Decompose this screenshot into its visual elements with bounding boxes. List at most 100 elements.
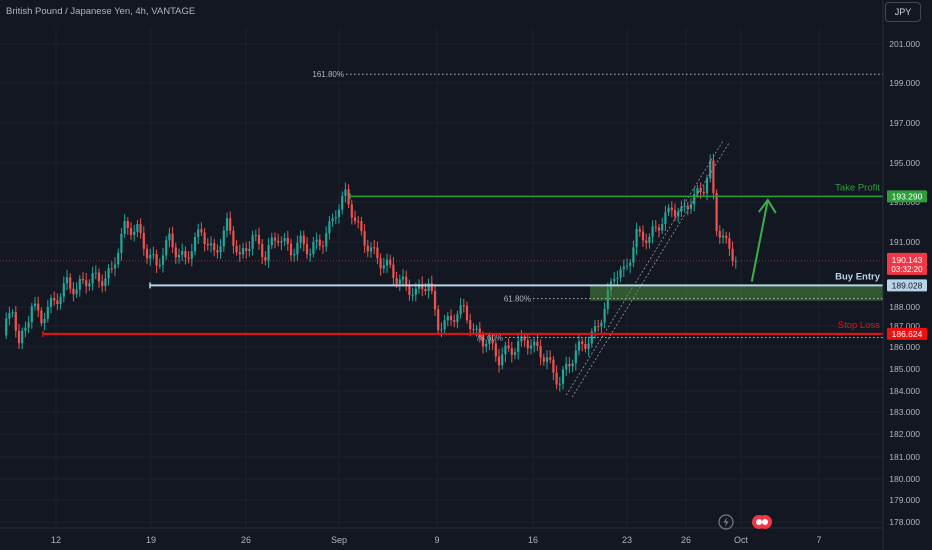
fib-level-label: 78.60%: [476, 334, 503, 343]
candle-body: [689, 204, 693, 209]
candle-body: [184, 251, 187, 258]
candle-body: [462, 305, 465, 307]
candle-body: [101, 281, 104, 286]
candle-body: [433, 291, 437, 310]
y-tick-label: 201.000: [889, 39, 920, 49]
candle-body: [526, 340, 529, 349]
candle-body: [401, 276, 405, 280]
candle-body: [283, 237, 286, 242]
replay-icon[interactable]: [751, 514, 773, 530]
candle-body: [501, 354, 504, 366]
stop-loss-price-tag: 186.624: [892, 329, 923, 339]
candle-body: [709, 160, 712, 179]
candle-body: [344, 189, 347, 196]
candle-body: [715, 193, 718, 232]
x-tick-label: Oct: [734, 535, 749, 545]
candle-body: [193, 236, 197, 252]
stop-loss-price-tag-bg: [887, 327, 927, 340]
take-profit-price-tag-bg: [887, 190, 927, 203]
candle-body: [72, 288, 75, 295]
x-tick-label: 23: [622, 535, 632, 545]
candle-body: [568, 363, 571, 367]
candle-body: [635, 229, 638, 248]
y-tick-label: 187.000: [889, 321, 920, 331]
candle-body: [469, 320, 472, 330]
candle-body: [632, 247, 635, 263]
candle-body: [504, 345, 507, 355]
candle-body: [59, 296, 62, 305]
candle-body: [600, 322, 603, 327]
buy-entry-price-tag-bg: [887, 279, 927, 292]
currency-button[interactable]: JPY: [885, 2, 921, 22]
candle-body: [702, 191, 705, 194]
candle-body: [94, 272, 97, 274]
x-tick-label: 12: [51, 535, 61, 545]
candle-body: [712, 160, 715, 194]
candle-body: [78, 278, 81, 290]
candle-body: [142, 233, 145, 249]
fib-level-label: 161.80%: [312, 70, 344, 79]
candle-body: [225, 218, 229, 231]
candle-body: [456, 314, 459, 322]
candle-body: [24, 327, 27, 331]
candle-body: [248, 248, 251, 252]
candle-body: [725, 235, 728, 239]
candle-body: [472, 329, 475, 331]
candle-body: [270, 237, 273, 246]
trend-channel-line[interactable]: [571, 142, 730, 398]
projection-arrow[interactable]: [750, 199, 769, 282]
candle-body: [216, 250, 219, 253]
candle-body: [542, 357, 545, 362]
countdown-label: 03:32:20: [891, 265, 923, 274]
y-tick-label: 180.000: [889, 474, 920, 484]
candle-body: [488, 339, 491, 344]
candle-body: [430, 283, 433, 292]
candle-body: [302, 235, 305, 245]
lightning-icon[interactable]: [718, 514, 734, 530]
candle-body: [453, 320, 456, 322]
trend-channel-line[interactable]: [565, 140, 724, 396]
candle-body: [590, 331, 593, 344]
entry-zone[interactable]: [590, 286, 883, 301]
candle-body: [517, 341, 520, 353]
candle-body: [389, 259, 392, 265]
candle-body: [427, 283, 430, 292]
candle-body: [312, 241, 315, 255]
candle-body: [261, 243, 264, 257]
candle-body: [46, 306, 49, 319]
candle-body: [523, 336, 526, 341]
candle-body: [491, 339, 494, 344]
candle-body: [657, 227, 661, 231]
candle-body: [728, 238, 731, 249]
candle-body: [360, 221, 363, 232]
candle-body: [459, 305, 462, 315]
candle-body: [411, 294, 414, 296]
candle-body: [382, 265, 385, 269]
candle-body: [11, 312, 14, 314]
candle-body: [731, 248, 734, 262]
y-tick-label: 191.000: [889, 237, 920, 247]
candle-body: [680, 206, 683, 212]
candle-body: [197, 229, 200, 237]
candle-body: [305, 244, 309, 255]
candle-body: [5, 318, 8, 336]
x-tick-label: 9: [434, 535, 439, 545]
candle-body: [645, 240, 648, 243]
candle-body: [392, 264, 395, 278]
candles: [5, 153, 737, 392]
candle-body: [8, 313, 11, 319]
candle-body: [376, 247, 379, 259]
fib-level-label: 61.80%: [504, 295, 531, 304]
candle-body: [139, 224, 142, 234]
candle-body: [696, 188, 699, 195]
candle-body: [421, 283, 424, 290]
candle-body: [574, 350, 577, 364]
candle-body: [123, 221, 126, 234]
candle-body: [440, 329, 443, 331]
candle-body: [203, 232, 206, 244]
candle-body: [584, 343, 587, 349]
candle-body: [395, 277, 398, 284]
candle-body: [545, 357, 549, 362]
